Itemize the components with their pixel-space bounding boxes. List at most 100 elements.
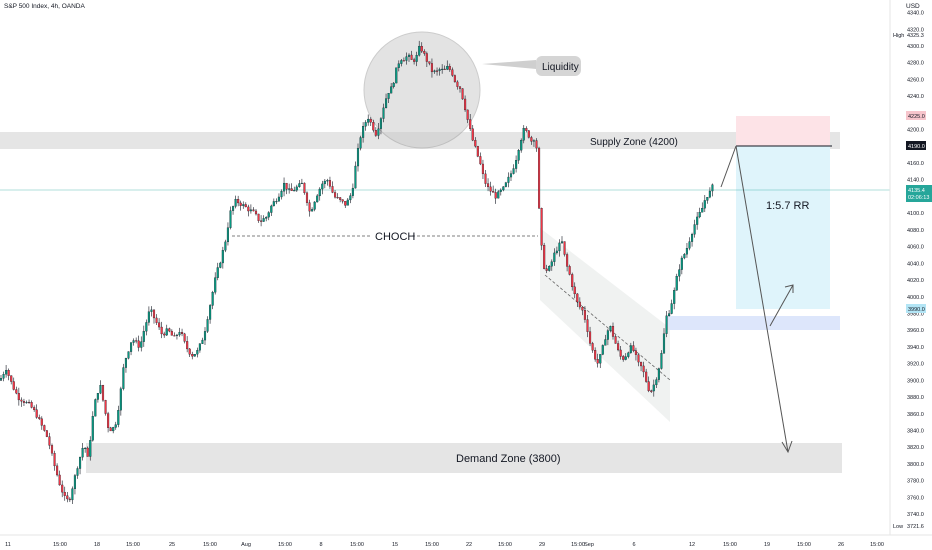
candle-body: [165, 328, 168, 336]
candle-body: [693, 224, 696, 235]
candle-body: [532, 140, 535, 142]
time-axis[interactable]: 11 15:00 18 15:00 25 15:00 Aug 15:00 8 15:00 15 15:…: [5, 542, 884, 548]
candle-body: [566, 254, 569, 267]
target-price-tag: [906, 304, 926, 313]
candle-body: [168, 328, 171, 332]
low-tag-value: 3721.6: [907, 524, 924, 530]
high-tag: High 4325.3: [893, 33, 924, 39]
rr-label: 1:5.7 RR: [766, 200, 809, 212]
candle-body: [198, 343, 201, 351]
candle-body: [494, 192, 497, 199]
candle-body: [145, 322, 148, 332]
candle-body: [604, 339, 607, 346]
candle-body: [568, 266, 571, 275]
candle-body: [38, 417, 41, 419]
candle-body: [629, 345, 632, 353]
candle-body: [405, 56, 408, 61]
price-tick-label: 3960.0: [907, 328, 924, 334]
candle-body: [160, 326, 163, 335]
candle-body: [708, 190, 711, 198]
candle-body: [374, 130, 377, 136]
candle-body: [285, 182, 288, 190]
price-tick-label: 3780.0: [907, 479, 924, 485]
candle-body: [226, 227, 230, 243]
candle-body: [76, 468, 79, 476]
time-tick-label: 15:00: [203, 542, 217, 548]
price-tick-label: 4260.0: [907, 77, 924, 83]
candle-body: [237, 198, 240, 204]
candle-body: [673, 290, 676, 304]
demand-zone: [86, 443, 842, 473]
candle-body: [321, 183, 324, 190]
time-tick-label: 26: [838, 542, 844, 548]
candle-body: [311, 209, 314, 212]
time-tick-label: 19: [764, 542, 770, 548]
candle-body: [420, 45, 423, 52]
candle-body: [214, 277, 217, 293]
candle-body: [423, 51, 426, 54]
candle-body: [668, 313, 671, 317]
candle-body: [451, 69, 454, 76]
candle-body: [512, 168, 515, 174]
candle-body: [540, 208, 543, 246]
candle-body: [683, 254, 686, 259]
time-tick-label: 15:00: [350, 542, 364, 548]
target-price-value: 3990.0: [908, 307, 925, 313]
candle-body: [155, 317, 158, 323]
high-tag-label: High: [893, 33, 904, 39]
candle-body: [479, 156, 482, 165]
candle-body: [642, 365, 645, 373]
candle-body: [413, 59, 416, 62]
candle-body: [275, 201, 278, 203]
time-tick-label: Aug: [241, 542, 251, 548]
price-tick-label: 4280.0: [907, 61, 924, 67]
price-axis[interactable]: 3740.0 3760.0 3780.0 3800.0 3820.0 3840.0 3860…: [907, 11, 924, 519]
candle-body: [392, 82, 395, 87]
candle-body: [617, 343, 620, 351]
candle-body: [509, 173, 513, 178]
candle-body: [685, 248, 688, 255]
candle-body: [349, 195, 352, 201]
candle-body: [158, 322, 161, 328]
candle-body: [364, 122, 367, 127]
candle-body: [400, 60, 403, 64]
candle-body: [48, 436, 51, 446]
price-tick-label: 4080.0: [907, 228, 924, 234]
price-tick-label: 4160.0: [907, 161, 924, 167]
candle-body: [627, 352, 630, 357]
candle-body: [548, 266, 551, 271]
candle-body: [441, 68, 444, 70]
current-price-value: 4135.4: [908, 188, 925, 194]
price-tick-label: 4140.0: [907, 178, 924, 184]
time-tick-label: 18: [94, 542, 100, 548]
candle-body: [328, 180, 331, 187]
candle-body: [50, 445, 54, 454]
candle-body: [2, 374, 5, 379]
candle-body: [415, 55, 418, 62]
candle-body: [647, 381, 650, 391]
candle-body: [96, 393, 99, 400]
candle-body: [84, 447, 87, 449]
candle-body: [458, 86, 462, 89]
candle-body: [303, 182, 306, 194]
time-tick-label: 25: [169, 542, 175, 548]
candle-body: [517, 150, 520, 161]
candle-body: [295, 186, 298, 191]
time-tick-label: 15: [392, 542, 398, 548]
candle-body: [63, 491, 66, 496]
candle-body: [109, 427, 112, 432]
time-tick-label: 15:00: [53, 542, 67, 548]
position-profit-box: [736, 146, 830, 309]
candle-body: [425, 53, 428, 62]
candle-body: [418, 45, 421, 56]
candle-body: [555, 250, 558, 254]
candle-body: [20, 399, 23, 402]
candle-body: [640, 361, 643, 367]
candle-body: [305, 192, 309, 203]
candle-body: [119, 388, 122, 411]
channel-midline: [544, 274, 671, 381]
candle-body: [290, 188, 293, 191]
choch-label-bg: [372, 229, 410, 242]
candle-body: [288, 188, 291, 190]
